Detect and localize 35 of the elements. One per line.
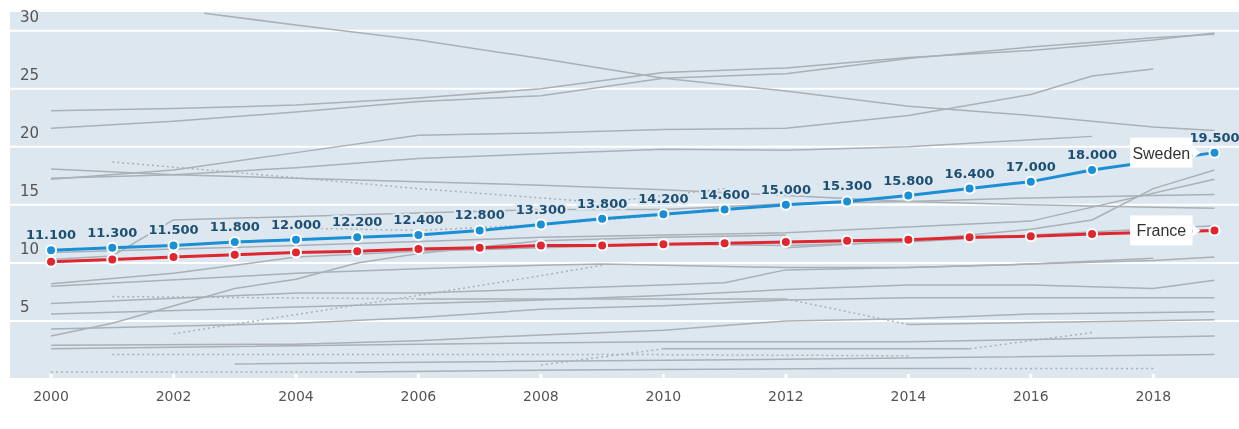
series-label: Sweden bbox=[1132, 144, 1191, 162]
series-label: France bbox=[1136, 222, 1187, 240]
data-label: 12.000 bbox=[270, 216, 322, 232]
x-tick-label: 2002 bbox=[155, 388, 192, 404]
data-label: 13.800 bbox=[577, 195, 628, 211]
data-label: 12.400 bbox=[393, 212, 444, 228]
data-label: 12.200 bbox=[332, 214, 383, 230]
x-tick-label: 2012 bbox=[768, 388, 804, 404]
data-label: 12.800 bbox=[454, 207, 505, 223]
x-tick-label: 2016 bbox=[1012, 388, 1049, 404]
y-tick-label: 30 bbox=[20, 7, 40, 26]
data-label: 15.000 bbox=[760, 181, 811, 197]
data-label: 17.000 bbox=[1005, 158, 1056, 174]
data-label: 16.400 bbox=[944, 165, 995, 181]
data-label: 11.500 bbox=[148, 222, 199, 238]
data-label: 14.200 bbox=[638, 191, 689, 207]
data-label: 14.600 bbox=[699, 186, 750, 202]
x-tick-label: 2008 bbox=[523, 388, 559, 404]
x-tick-label: 2000 bbox=[33, 388, 69, 404]
x-tick-label: 2010 bbox=[645, 388, 682, 404]
data-label: 11.300 bbox=[87, 224, 138, 240]
y-tick-label: 25 bbox=[20, 65, 40, 84]
data-label: 11.800 bbox=[209, 219, 260, 235]
x-tick-label: 2014 bbox=[890, 388, 927, 404]
y-tick-label: 5 bbox=[20, 297, 30, 316]
data-label: 19.500 bbox=[1189, 129, 1239, 145]
y-tick-label: 15 bbox=[20, 181, 40, 200]
data-label: 13.300 bbox=[515, 201, 566, 217]
data-label: 18.000 bbox=[1066, 147, 1118, 163]
x-tick-label: 2018 bbox=[1135, 388, 1172, 404]
data-label: 15.800 bbox=[883, 172, 934, 188]
x-tick-label: 2004 bbox=[278, 388, 314, 404]
x-tick-label: 2006 bbox=[400, 388, 437, 404]
y-tick-label: 20 bbox=[20, 123, 40, 142]
data-label: 15.300 bbox=[822, 178, 873, 194]
